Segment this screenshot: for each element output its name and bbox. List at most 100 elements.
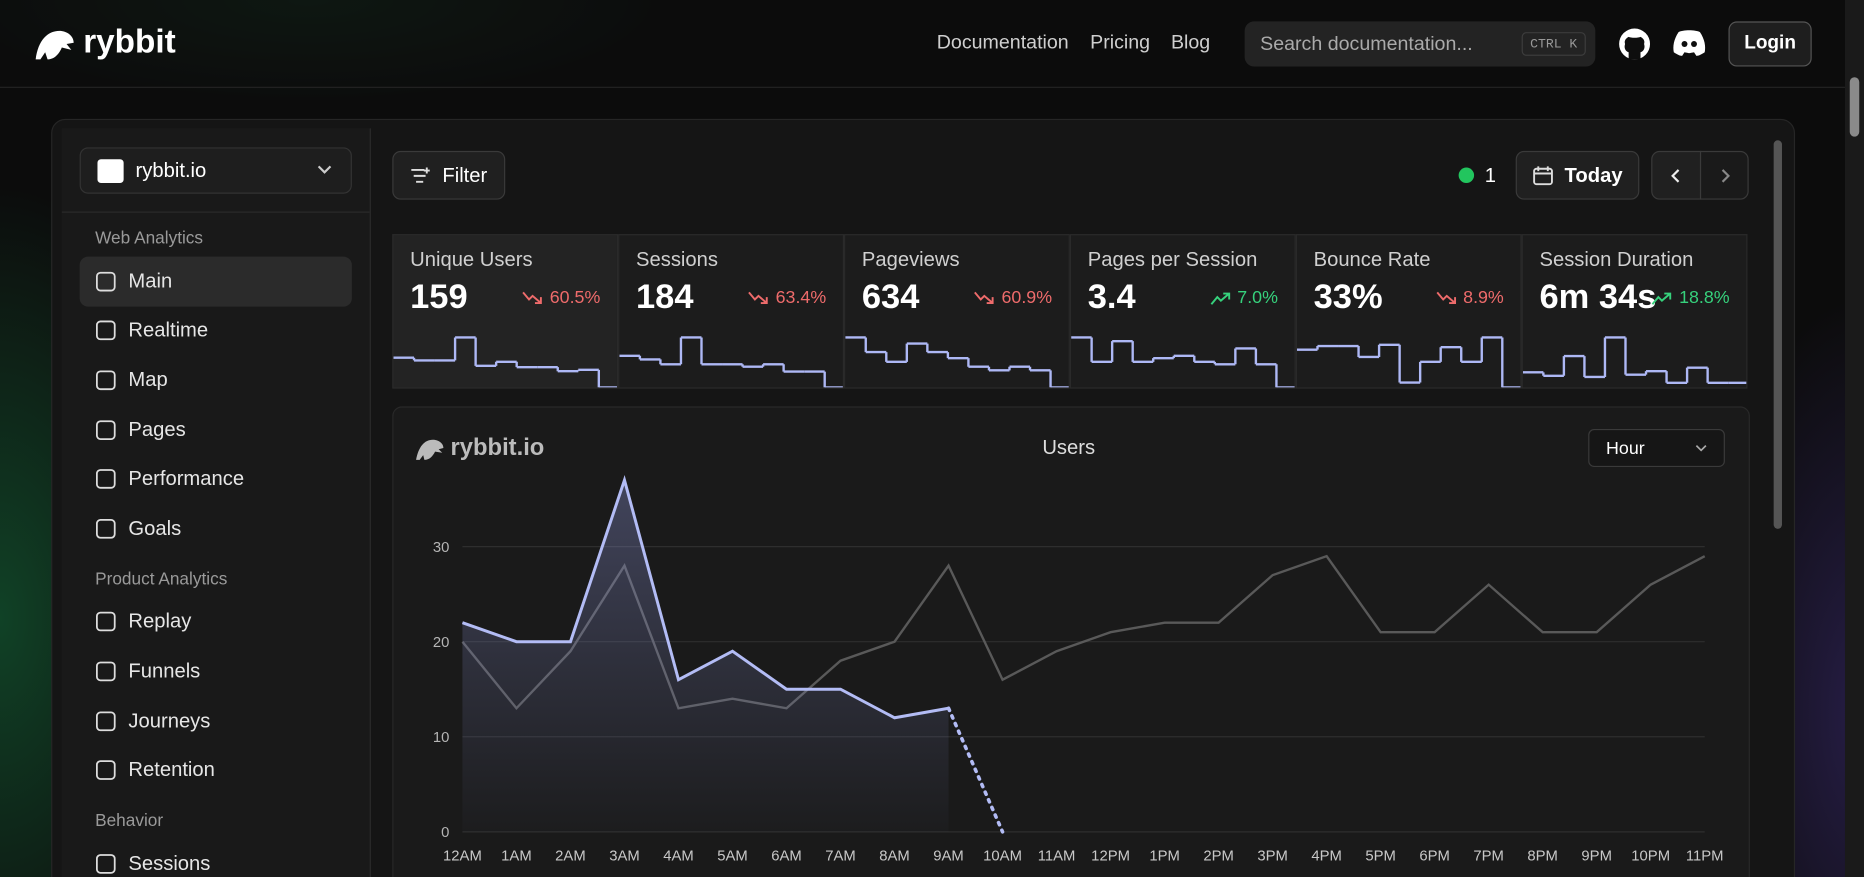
partial-segment <box>946 706 1005 834</box>
trend-icon <box>1652 291 1672 305</box>
metric-change: 60.9% <box>974 288 1052 308</box>
x-tick-label: 11PM <box>1686 848 1724 864</box>
trend-arrow <box>1652 291 1672 305</box>
calendar-icon <box>1533 165 1554 185</box>
nav-label: Main <box>128 269 173 293</box>
trend-icon <box>1210 291 1230 305</box>
metric-card[interactable]: Session Duration 6m 34s 18.8% <box>1521 234 1748 389</box>
icon-shape <box>95 370 116 391</box>
online-count: 1 <box>1484 163 1497 187</box>
filter-button[interactable]: Filter <box>392 150 506 200</box>
icon-shape <box>95 760 116 781</box>
nav-item[interactable]: Map <box>80 356 352 405</box>
search-placeholder: Search documentation... <box>1260 33 1473 55</box>
nav-list: Web Analytics Main Realtime Map Pages Perform… <box>79 213 352 877</box>
nav-label: Map <box>128 368 168 391</box>
x-tick-label: 4AM <box>663 848 694 864</box>
nav-item[interactable]: Funnels <box>80 647 352 696</box>
date-button[interactable]: Today <box>1515 150 1640 200</box>
trend-arrow <box>1436 291 1456 304</box>
trend-icon <box>748 291 769 304</box>
x-tick-label: 3PM <box>1257 848 1288 864</box>
x-tick-label: 3AM <box>609 848 640 864</box>
nav-icon <box>95 661 116 682</box>
nav-item[interactable]: Replay <box>80 597 352 646</box>
sidebar: rybbit.io Web Analytics Main Realtime Map Pa… <box>61 128 371 877</box>
chart-title: Users <box>1042 436 1096 459</box>
sparkline <box>393 336 617 388</box>
metric-value: 634 <box>861 278 920 317</box>
change-label: 63.4% <box>775 287 827 308</box>
site-icon <box>97 159 124 184</box>
change-label: 18.8% <box>1679 287 1730 308</box>
nav-item[interactable]: Realtime <box>80 306 352 355</box>
nav-item[interactable]: Retention <box>80 746 352 795</box>
series-line <box>461 474 949 720</box>
change-label: 7.0% <box>1237 287 1278 308</box>
metric-value: 3.4 <box>1087 278 1136 317</box>
metric-value: 159 <box>410 278 468 317</box>
y-tick-label: 20 <box>433 635 450 651</box>
icon-shape <box>95 271 116 292</box>
next-button[interactable] <box>1699 150 1749 200</box>
icon-shape <box>95 710 116 731</box>
icon-shape <box>95 321 116 341</box>
metric-card[interactable]: Bounce Rate 33% 8.9% <box>1295 234 1522 389</box>
metric-change: 60.5% <box>522 288 600 308</box>
trend-icon <box>1436 291 1456 304</box>
filter-label: Filter <box>442 163 488 186</box>
x-tick-label: 1AM <box>501 848 532 864</box>
nav-item[interactable]: Pages <box>80 405 352 454</box>
nav-item[interactable]: Main <box>79 256 352 307</box>
trend-arrow <box>748 291 769 304</box>
icon-shape <box>95 661 116 682</box>
divider <box>61 211 370 213</box>
nav-label: Goals <box>128 516 182 540</box>
nav-link[interactable]: Documentation <box>936 32 1069 54</box>
metric-card[interactable]: Unique Users 159 60.5% <box>392 234 619 389</box>
login-button[interactable]: Login <box>1728 21 1812 67</box>
site-selector[interactable]: rybbit.io <box>79 147 352 194</box>
discord-icon[interactable] <box>1671 29 1707 58</box>
metric-label: Pages per Session <box>1087 248 1258 271</box>
nav-item[interactable]: Sessions <box>80 839 352 877</box>
metric-label: Session Duration <box>1539 248 1694 271</box>
github-icon[interactable] <box>1618 26 1651 62</box>
x-tick-label: 6AM <box>771 848 802 864</box>
shortcut: CTRL K <box>1521 32 1586 56</box>
sparkline <box>845 336 1069 388</box>
x-tick-label: 6PM <box>1419 848 1450 864</box>
chart-brand: rybbit.io <box>450 434 545 462</box>
nav-item[interactable]: Performance <box>80 454 352 503</box>
nav-icon <box>95 518 116 539</box>
date-label: Today <box>1564 163 1623 186</box>
nav-icon <box>95 853 116 874</box>
y-tick-label: 10 <box>433 730 450 746</box>
granularity-select[interactable]: Hour <box>1588 428 1725 468</box>
metric-change: 63.4% <box>748 288 826 308</box>
x-tick-label: 4PM <box>1311 848 1342 864</box>
nav-item[interactable]: Goals <box>80 504 352 553</box>
section-title: Behavior <box>95 811 164 831</box>
trend-arrow <box>522 291 543 304</box>
trend-icon <box>974 291 995 304</box>
nav-item[interactable]: Journeys <box>80 696 352 745</box>
nav-link[interactable]: Blog <box>1170 32 1211 54</box>
nav-link[interactable]: Pricing <box>1090 32 1151 54</box>
metric-card[interactable]: Sessions 184 63.4% <box>618 234 845 389</box>
scroll-thumb[interactable] <box>1849 77 1860 137</box>
metric-card[interactable]: Pages per Session 3.4 7.0% <box>1069 234 1296 389</box>
brand: rybbit <box>83 22 176 60</box>
x-tick-label: 10PM <box>1631 848 1670 864</box>
search-box[interactable]: Search documentation... CTRL K <box>1244 21 1596 67</box>
nav-icon <box>95 321 116 341</box>
x-tick-label: 1PM <box>1149 848 1180 864</box>
nav-icon <box>95 469 116 489</box>
metric-card[interactable]: Pageviews 634 60.9% <box>844 234 1070 389</box>
content-scroll-thumb[interactable] <box>1773 140 1782 529</box>
x-tick-label: 9AM <box>933 848 964 864</box>
nav-label: Realtime <box>128 318 209 342</box>
y-tick-label: 0 <box>441 825 449 841</box>
